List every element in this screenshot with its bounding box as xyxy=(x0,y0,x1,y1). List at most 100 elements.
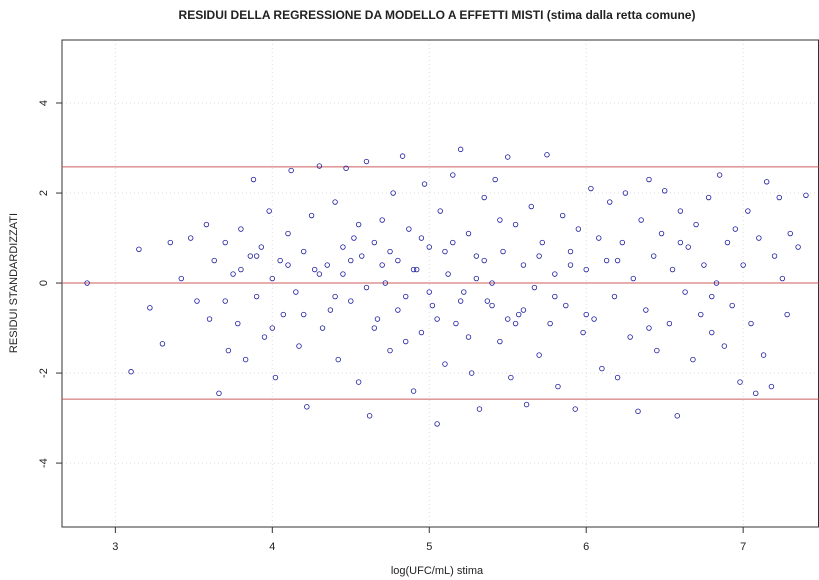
point xyxy=(473,275,480,282)
point xyxy=(222,239,228,246)
point xyxy=(693,221,699,228)
point xyxy=(685,244,691,250)
chart-title: RESIDUI DELLA REGRESSIONE DA MODELLO A E… xyxy=(179,8,696,22)
point xyxy=(497,338,503,345)
y-tick-label: 2 xyxy=(38,190,50,196)
point xyxy=(630,275,636,282)
point xyxy=(745,208,751,214)
point xyxy=(442,361,448,367)
point xyxy=(308,212,315,219)
point xyxy=(178,275,184,282)
point xyxy=(266,208,272,214)
point xyxy=(760,352,767,358)
point xyxy=(403,338,409,345)
point xyxy=(429,302,436,309)
point xyxy=(327,307,334,313)
point xyxy=(476,406,483,412)
y-tick-label: -2 xyxy=(38,368,50,378)
point xyxy=(666,320,673,327)
point xyxy=(531,284,538,291)
x-tick-label: 3 xyxy=(112,541,118,553)
point xyxy=(740,262,746,268)
point xyxy=(247,253,254,259)
point xyxy=(437,208,443,214)
point xyxy=(713,280,720,286)
point xyxy=(567,248,574,255)
point xyxy=(128,369,134,375)
point xyxy=(552,293,558,300)
point xyxy=(465,334,472,340)
point xyxy=(520,262,527,268)
point xyxy=(512,320,519,327)
point xyxy=(795,244,801,250)
point xyxy=(269,325,276,331)
point xyxy=(489,280,495,286)
point xyxy=(363,284,370,291)
point xyxy=(737,379,743,385)
point xyxy=(366,413,373,419)
point xyxy=(359,253,365,259)
point xyxy=(709,329,715,336)
point xyxy=(426,289,432,295)
point xyxy=(764,179,770,185)
point xyxy=(457,146,464,153)
point xyxy=(351,235,357,241)
point xyxy=(301,248,307,255)
point xyxy=(410,266,417,273)
point xyxy=(340,244,346,250)
point xyxy=(614,374,621,381)
point xyxy=(559,212,566,219)
point xyxy=(253,293,260,300)
point xyxy=(387,347,393,354)
point xyxy=(508,374,514,381)
point xyxy=(489,302,495,309)
point xyxy=(203,221,210,228)
point xyxy=(638,217,644,223)
point xyxy=(426,244,432,250)
point xyxy=(732,226,739,232)
point xyxy=(316,271,323,277)
point xyxy=(285,230,291,237)
point xyxy=(269,275,276,282)
point xyxy=(250,176,257,183)
point xyxy=(301,311,307,318)
point xyxy=(677,208,684,214)
point xyxy=(288,167,294,174)
point xyxy=(382,280,389,286)
point xyxy=(406,226,412,232)
point xyxy=(716,172,723,178)
point xyxy=(588,185,594,192)
point xyxy=(614,257,621,264)
point xyxy=(690,356,696,363)
point xyxy=(450,239,456,246)
point xyxy=(187,235,194,241)
point xyxy=(319,325,326,331)
point xyxy=(355,379,362,385)
point xyxy=(651,253,657,259)
point xyxy=(572,406,578,412)
point xyxy=(453,320,459,327)
point xyxy=(547,320,553,327)
point xyxy=(84,280,90,286)
point xyxy=(635,408,641,415)
point xyxy=(348,298,354,304)
point xyxy=(705,194,712,201)
point xyxy=(523,401,530,408)
point xyxy=(238,266,244,273)
point xyxy=(536,253,542,259)
point xyxy=(729,302,735,309)
point xyxy=(230,271,236,277)
x-tick-label: 7 xyxy=(740,541,746,553)
point xyxy=(646,176,652,183)
x-axis-label: log(UFC/mL) stima xyxy=(391,565,484,577)
point xyxy=(280,311,286,318)
point xyxy=(147,305,153,311)
point xyxy=(348,257,354,264)
point xyxy=(324,262,330,268)
point xyxy=(803,192,809,198)
point xyxy=(225,347,232,354)
point xyxy=(445,271,451,277)
point xyxy=(484,298,491,304)
point xyxy=(399,153,406,159)
point xyxy=(434,316,440,322)
